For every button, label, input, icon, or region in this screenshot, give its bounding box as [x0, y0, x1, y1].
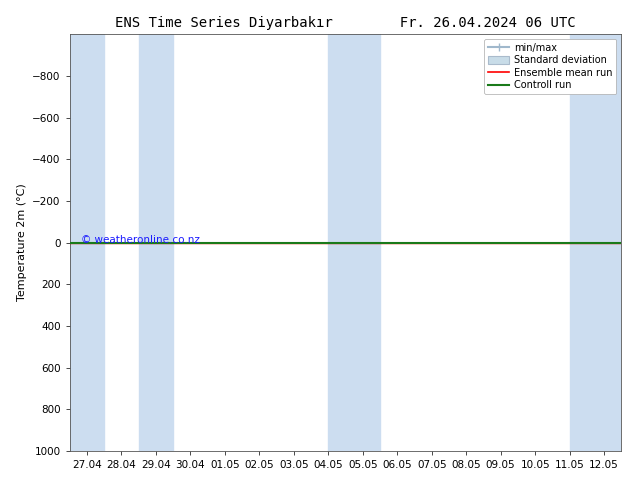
- Y-axis label: Temperature 2m (°C): Temperature 2m (°C): [16, 184, 27, 301]
- Bar: [328, 34, 380, 451]
- Bar: [569, 34, 621, 451]
- Text: © weatheronline.co.nz: © weatheronline.co.nz: [81, 236, 200, 245]
- Title: ENS Time Series Diyarbakır        Fr. 26.04.2024 06 UTC: ENS Time Series Diyarbakır Fr. 26.04.202…: [115, 16, 576, 30]
- Legend: min/max, Standard deviation, Ensemble mean run, Controll run: min/max, Standard deviation, Ensemble me…: [484, 39, 616, 94]
- Bar: [70, 34, 104, 451]
- Bar: [139, 34, 173, 451]
